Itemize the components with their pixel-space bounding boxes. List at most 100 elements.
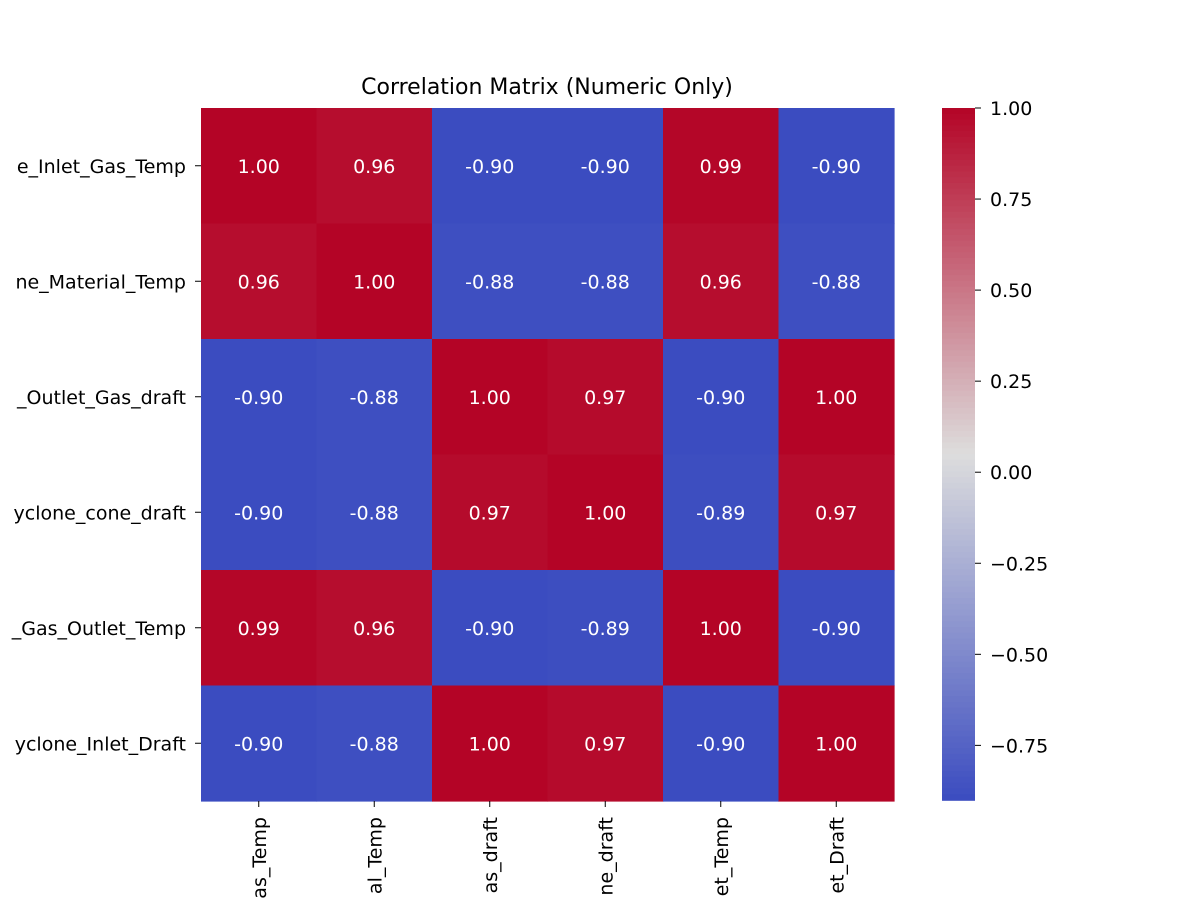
row-tick-labels: e_Inlet_Gas_Temp ne_Material_Temp _Outlet_… [11,156,201,755]
colorbar-segment [942,771,975,778]
colorbar-segment [942,246,975,253]
colorbar-segment [942,131,975,138]
heatmap-cell [547,108,664,225]
colorbar-segment [942,454,975,461]
row-tick-label: _Outlet_Gas_draft [16,387,186,409]
cell-value-label: -0.89 [581,618,630,640]
colorbar-segment [942,304,975,311]
colorbar-segment [942,177,975,184]
colorbar-segment [942,638,975,646]
colorbar-segment [942,465,975,473]
colorbar-segment [942,425,975,432]
colorbar-segment [942,477,975,484]
heatmap-cell [316,223,433,340]
colorbar-segment [942,217,975,225]
colorbar-segment [942,569,975,576]
colorbar-segment [942,355,975,363]
colorbar-segment [942,171,975,178]
column-tick-label: et_Temp [711,817,733,896]
colorbar-segment [942,200,975,207]
colorbar-segment [942,182,975,190]
colorbar-segment [942,563,975,571]
cell-value-label: -0.88 [350,502,399,524]
colorbar-segment [942,788,975,796]
colorbar-tick-label: −0.50 [990,644,1048,666]
colorbar-segment [942,782,975,790]
heatmap-cell [201,339,318,456]
colorbar-segment [942,690,975,697]
column-tick-label: as_draft [480,817,502,893]
colorbar-segment [942,534,975,542]
colorbar-segment [942,234,975,242]
heatmap-cell [547,685,664,802]
colorbar-segment [942,113,975,121]
heatmap-cells: 1.00 0.96 -0.90 -0.90 0.99 -0.90 0.96 1.00 -0.88… [201,108,895,802]
colorbar-segment [942,575,975,582]
colorbar-tick-label: −0.75 [990,735,1048,757]
cell-value-label: 1.00 [238,156,280,178]
colorbar-segment [942,373,975,380]
colorbar-segment [942,627,975,634]
colorbar-segment [942,598,975,605]
heatmap-cell [663,339,780,456]
cell-value-label: -0.90 [234,387,283,409]
colorbar-segment [942,223,975,230]
heatmap-cell [316,339,433,456]
colorbar-tick-label: 0.25 [990,371,1032,393]
colorbar-segment [942,748,975,755]
heatmap-cell [201,223,318,340]
colorbar-segment [942,188,975,196]
colorbar-segment [942,552,975,559]
heatmap-cell [432,339,549,456]
colorbar-segment [942,229,975,236]
cell-value-label: -0.90 [812,156,861,178]
heatmap-cell [778,454,895,571]
cell-value-label: 1.00 [700,618,742,640]
heatmap-cell [663,570,780,687]
colorbar-segment [942,159,975,167]
colorbar-segment [942,678,975,686]
colorbar-segment [942,263,975,271]
colorbar-segment [942,344,975,351]
cell-value-label: 1.00 [353,271,395,293]
cell-value-label: 0.99 [700,156,742,178]
heatmap-cell [201,570,318,687]
colorbar-segment [942,736,975,744]
colorbar-segment [942,500,975,507]
colorbar-segment [942,794,975,801]
heatmap-cell [547,339,664,456]
colorbar-segment [942,430,975,438]
colorbar-segment [942,327,975,334]
colorbar-segment [942,742,975,749]
colorbar-segment [942,332,975,340]
colorbar-segment [942,753,975,761]
heatmap-cell [547,454,664,571]
heatmap-cell [201,108,318,225]
colorbar-segment [942,142,975,150]
colorbar-segment [942,707,975,715]
colorbar-segment [942,482,975,490]
colorbar-segment [942,713,975,721]
colorbar-segment [942,696,975,703]
colorbar-segment [942,494,975,501]
heatmap-cell [201,685,318,802]
colorbar-segment [942,257,975,265]
colorbar-segment [942,730,975,738]
column-tick-label: as_Temp [249,817,271,899]
cell-value-label: 0.99 [238,618,280,640]
colorbar-segment [942,540,975,548]
colorbar-segment [942,338,975,346]
colorbar-segment [942,546,975,553]
cell-value-label: -0.89 [696,502,745,524]
row-tick-label: yclone_Inlet_Draft [15,733,186,755]
colorbar-segment [942,148,975,155]
colorbar-segment [942,592,975,599]
colorbar-segment [942,586,975,594]
heatmap-cell [432,223,549,340]
colorbar-segment [942,523,975,530]
colorbar-segment [942,309,975,317]
cell-value-label: -0.88 [581,271,630,293]
heatmap-cell [316,570,433,687]
row-tick-label: ne_Material_Temp [15,271,186,293]
colorbar-segment [942,252,975,259]
